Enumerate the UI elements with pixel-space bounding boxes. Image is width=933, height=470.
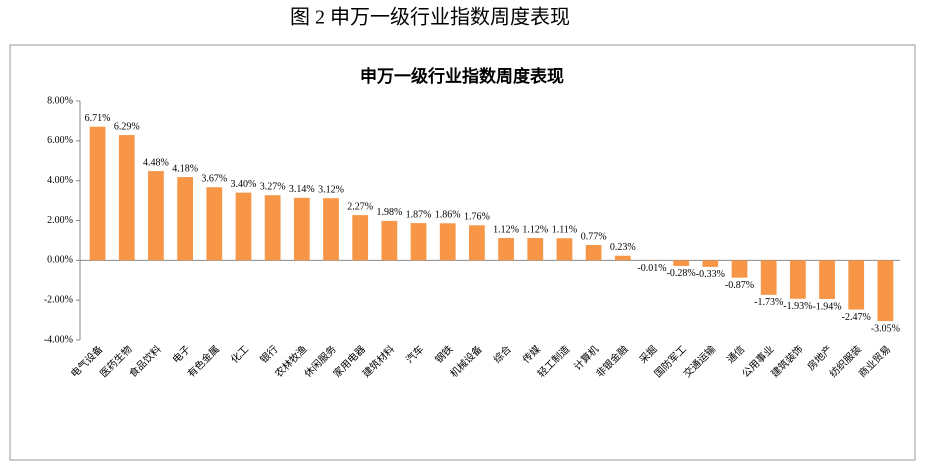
- y-tick-label: 4.00%: [47, 175, 73, 186]
- data-label: -2.47%: [842, 312, 871, 323]
- x-tick-label: 计算机: [571, 343, 601, 373]
- data-label: 6.29%: [114, 121, 140, 132]
- y-tick-label: 0.00%: [47, 255, 73, 266]
- bar: [352, 215, 368, 260]
- data-label: -1.94%: [812, 301, 841, 312]
- chart-title: 申万一级行业指数周度表现: [360, 66, 564, 86]
- x-tick-label: 综合: [491, 343, 514, 366]
- bar: [381, 221, 397, 260]
- bar: [177, 177, 193, 260]
- data-label: 1.11%: [552, 225, 577, 236]
- bar: [673, 260, 689, 266]
- x-tick-label: 化工: [228, 343, 251, 366]
- data-label: 3.27%: [260, 182, 286, 193]
- data-label: 3.67%: [201, 174, 227, 185]
- chart-frame: [10, 45, 915, 460]
- data-label: 0.77%: [581, 231, 607, 242]
- x-tick-label: 钢铁: [432, 343, 455, 366]
- x-tick-label: 房地产: [804, 343, 834, 373]
- x-tick-label: 建筑装饰: [768, 343, 805, 380]
- bar: [294, 198, 310, 261]
- data-label: -0.28%: [667, 268, 696, 279]
- x-tick-label: 商业贸易: [856, 343, 893, 380]
- data-label: 6.71%: [85, 113, 111, 124]
- bar: [790, 260, 806, 298]
- bar: [819, 260, 835, 299]
- bar: [323, 198, 339, 260]
- data-label: -0.33%: [696, 269, 725, 280]
- bar: [732, 260, 748, 277]
- data-label: -1.93%: [783, 301, 812, 312]
- x-tick-label: 食品饮料: [126, 343, 163, 380]
- data-label: 4.18%: [172, 163, 198, 174]
- bar: [148, 171, 164, 260]
- bar: [848, 260, 864, 309]
- data-label: 2.27%: [347, 201, 373, 212]
- data-label: 4.48%: [143, 157, 169, 168]
- y-tick-label: -2.00%: [44, 294, 73, 305]
- x-tick-label: 交通运输: [681, 343, 718, 380]
- y-tick-label: 8.00%: [47, 95, 73, 106]
- bar: [411, 223, 427, 260]
- x-tick-label: 电子: [170, 343, 193, 366]
- caption: 图 2 申万一级行业指数周度表现: [290, 6, 570, 29]
- x-tick-label: 汽车: [403, 343, 426, 366]
- data-label: 0.23%: [610, 242, 636, 253]
- data-label: 1.12%: [522, 224, 548, 235]
- bar: [440, 223, 456, 260]
- data-label: 1.12%: [493, 224, 519, 235]
- data-label: 3.12%: [318, 184, 344, 195]
- bar: [527, 238, 543, 260]
- data-label: 3.40%: [231, 179, 257, 190]
- data-label: 3.14%: [289, 184, 315, 195]
- x-tick-label: 非银金融: [593, 343, 630, 380]
- data-label: 1.76%: [464, 212, 490, 223]
- bar: [498, 238, 514, 260]
- bar: [761, 260, 777, 294]
- bar: [557, 238, 573, 260]
- x-tick-label: 机械设备: [447, 343, 484, 380]
- bar: [702, 260, 718, 267]
- bar: [206, 187, 222, 260]
- x-tick-label: 传媒: [520, 343, 543, 366]
- x-tick-label: 建筑材料: [360, 343, 397, 380]
- x-tick-label: 通信: [725, 343, 748, 366]
- data-label: -3.05%: [871, 323, 900, 334]
- data-label: -0.01%: [637, 263, 666, 274]
- bar: [90, 127, 106, 261]
- data-label: 1.86%: [435, 210, 461, 221]
- data-label: -0.87%: [725, 280, 754, 291]
- x-tick-label: 有色金属: [185, 343, 222, 380]
- data-label: 1.87%: [406, 209, 432, 220]
- x-tick-label: 银行: [257, 343, 280, 366]
- y-tick-label: -4.00%: [44, 334, 73, 345]
- bar: [119, 135, 135, 260]
- data-label: 1.98%: [376, 207, 402, 218]
- x-tick-label: 采掘: [636, 343, 659, 366]
- data-label: -1.73%: [754, 297, 783, 308]
- bar: [878, 260, 894, 321]
- x-tick-label: 轻工制造: [535, 343, 572, 380]
- bar: [615, 256, 631, 261]
- bar: [265, 195, 281, 260]
- y-tick-label: 2.00%: [47, 215, 73, 226]
- bar: [586, 245, 602, 260]
- bar: [469, 225, 485, 260]
- bar: [236, 193, 252, 261]
- y-tick-label: 6.00%: [47, 135, 73, 146]
